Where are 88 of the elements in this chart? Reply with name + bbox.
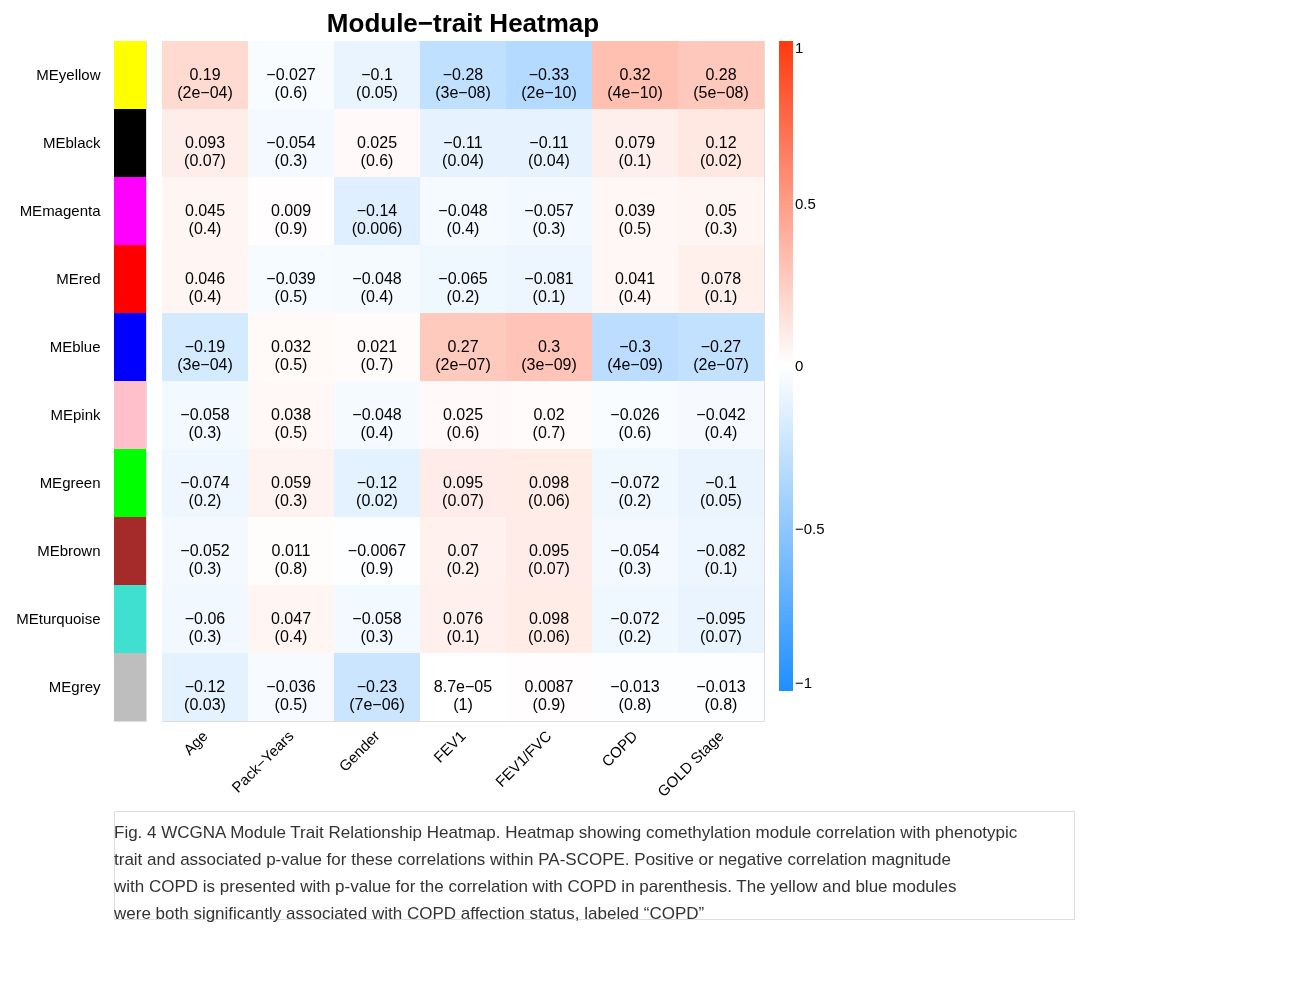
color-bar-label: −1 — [795, 674, 813, 691]
data-label: −0.081 (0.1) — [524, 270, 574, 305]
data-label: −0.058 (0.3) — [180, 406, 230, 441]
data-label: −0.12 (0.02) — [356, 474, 398, 509]
data-label: −0.042 (0.4) — [696, 406, 746, 441]
data-label: −0.026 (0.6) — [610, 406, 660, 441]
y-tick-label: MEgrey — [48, 678, 101, 695]
data-label: 0.045 (0.4) — [184, 202, 226, 237]
color-bar-label: 0 — [795, 357, 804, 374]
data-label: 0.021 (0.7) — [356, 338, 398, 373]
data-label: −0.058 (0.3) — [352, 610, 402, 645]
data-label: −0.095 (0.07) — [696, 610, 746, 645]
data-label: −0.19 (3e−04) — [177, 338, 233, 373]
data-label: −0.11 (0.04) — [528, 134, 570, 169]
data-label: −0.082 (0.1) — [696, 542, 746, 577]
data-label: 0.078 (0.1) — [700, 270, 742, 305]
data-label: 0.046 (0.4) — [184, 270, 226, 305]
data-label: 0.098 (0.06) — [528, 610, 570, 645]
data-label: 0.041 (0.4) — [614, 270, 656, 305]
data-label: −0.048 (0.4) — [352, 406, 402, 441]
data-label: 0.025 (0.6) — [356, 134, 398, 169]
data-label: 0.076 (0.1) — [442, 610, 484, 645]
data-label: 0.093 (0.07) — [184, 134, 226, 169]
data-label: −0.14 (0.006) — [351, 202, 403, 237]
data-label: −0.12 (0.03) — [184, 678, 226, 713]
data-label: 0.12 (0.02) — [700, 134, 742, 169]
color-bar-label: 0.5 — [795, 194, 816, 212]
color-bar-label: 1 — [795, 39, 804, 56]
data-label: 8.7e−05 (1) — [433, 678, 493, 713]
x-tick-label: Age — [179, 727, 211, 759]
data-label: 0.095 (0.07) — [528, 542, 570, 577]
data-label: 0.098 (0.06) — [528, 474, 570, 509]
data-label: −0.074 (0.2) — [180, 474, 230, 509]
data-label: 0.3 (3e−09) — [521, 338, 577, 373]
y-tick-label: MEblue — [49, 338, 101, 355]
data-label: −0.33 (2e−10) — [521, 66, 577, 101]
data-label: 0.009 (0.9) — [270, 202, 312, 237]
data-label: 0.047 (0.4) — [270, 610, 312, 645]
y-tick-label: MEblack — [42, 134, 101, 151]
data-label: −0.036 (0.5) — [266, 678, 316, 713]
data-label: −0.28 (3e−08) — [435, 66, 491, 101]
data-label: −0.054 (0.3) — [610, 542, 660, 577]
data-label: −0.23 (7e−06) — [349, 678, 405, 713]
data-label: −0.0067 (0.9) — [347, 542, 407, 577]
y-tick-label: MEpink — [50, 406, 101, 423]
data-label: 0.0087 (0.9) — [524, 678, 574, 713]
data-label: −0.052 (0.3) — [180, 542, 230, 577]
data-label: −0.1 (0.05) — [356, 66, 398, 101]
data-label: −0.1 (0.05) — [700, 474, 742, 509]
data-label: −0.027 (0.6) — [266, 66, 316, 101]
data-label: −0.048 (0.4) — [438, 202, 488, 237]
data-label: −0.065 (0.2) — [438, 270, 488, 305]
y-tick-label: MEgreen — [39, 474, 101, 491]
data-label: −0.27 (2e−07) — [693, 338, 749, 373]
data-label: 0.27 (2e−07) — [435, 338, 491, 373]
y-tick-label: MEturquoise — [16, 610, 101, 627]
data-label: −0.072 (0.2) — [610, 474, 660, 509]
data-label: −0.013 (0.8) — [696, 678, 746, 713]
data-label: 0.32 (4e−10) — [607, 66, 663, 101]
data-label: 0.079 (0.1) — [614, 134, 656, 169]
data-label: 0.025 (0.6) — [442, 406, 484, 441]
data-label: −0.048 (0.4) — [352, 270, 402, 305]
data-label: 0.032 (0.5) — [270, 338, 312, 373]
data-label: 0.011 (0.8) — [271, 542, 311, 577]
data-label: 0.28 (5e−08) — [693, 66, 749, 101]
data-label: −0.013 (0.8) — [610, 678, 660, 713]
chart-title: Module−trait Heatmap — [326, 8, 600, 38]
data-label: 0.19 (2e−04) — [177, 66, 233, 101]
data-label: 0.039 (0.5) — [614, 202, 656, 237]
data-label: −0.11 (0.04) — [442, 134, 484, 169]
data-label: 0.038 (0.5) — [270, 406, 312, 441]
data-label: −0.06 (0.3) — [184, 610, 226, 645]
data-label: −0.057 (0.3) — [524, 202, 574, 237]
data-label: 0.095 (0.07) — [442, 474, 484, 509]
data-label: −0.3 (4e−09) — [607, 338, 663, 373]
data-label: −0.072 (0.2) — [610, 610, 660, 645]
data-label: 0.07 (0.2) — [446, 542, 480, 577]
data-label: 0.02 (0.7) — [532, 406, 566, 441]
caption: Fig. 4 WCGNA Module Trait Relationship Heatmap. Heatmap showing comethylation module correlation with phenotypic trait and associated p-value for these correlations within PA-SCOPE. Positive or negative correlation magnitude with COPD is presented with p-value for the correlation with COPD in parenthesis. The yellow and blue modules were both significantly associated with COPD affection status, labeled “COPD” — [113, 822, 1018, 923]
y-tick-label: MEyellow — [36, 66, 101, 83]
y-tick-label: MEred — [56, 270, 101, 287]
data-label: 0.05 (0.3) — [704, 202, 738, 237]
data-label: −0.054 (0.3) — [266, 134, 316, 169]
data-label: −0.039 (0.5) — [266, 270, 316, 305]
y-tick-label: MEbrown — [37, 542, 101, 559]
color-bar-label: −0.5 — [795, 519, 825, 537]
y-tick-label: MEmagenta — [19, 202, 102, 219]
data-label: 0.059 (0.3) — [270, 474, 312, 509]
